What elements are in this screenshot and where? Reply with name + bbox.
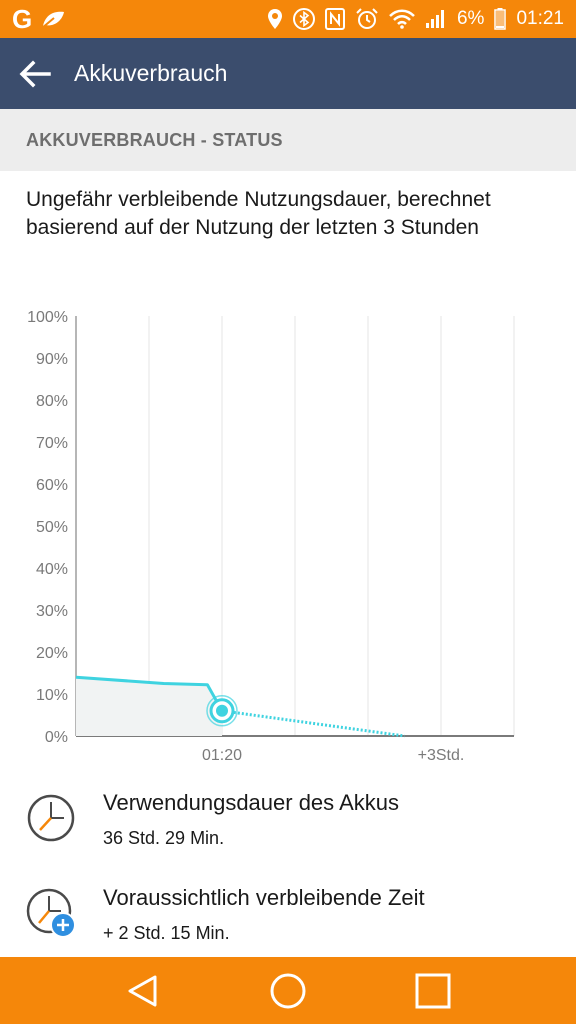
clock-icon bbox=[27, 794, 75, 842]
status-bar: G bbox=[0, 0, 576, 38]
google-g-icon: G bbox=[12, 4, 33, 34]
y-tick-label: 10% bbox=[36, 687, 68, 704]
y-tick-label: 0% bbox=[45, 729, 68, 746]
y-tick-label: 70% bbox=[36, 435, 68, 452]
info-value: 36 Std. 29 Min. bbox=[103, 828, 225, 848]
description-text: Ungefähr verbleibende Nutzungsdauer, ber… bbox=[26, 188, 491, 239]
x-tick-label: 01:20 bbox=[202, 747, 242, 764]
current-point-halo bbox=[206, 695, 238, 727]
nfc-icon bbox=[324, 8, 345, 30]
battery-usage-chart: 100% 90% 80% 70% 60% 50% 40% 30% 20% 10% 0% 01:20 +3… bbox=[27, 309, 515, 764]
y-tick-label: 30% bbox=[36, 603, 68, 620]
y-tick-label: 80% bbox=[36, 393, 68, 410]
battery-icon bbox=[494, 8, 507, 30]
wifi-icon bbox=[389, 9, 415, 29]
signal-icon bbox=[425, 10, 444, 28]
leaf-icon bbox=[41, 11, 65, 29]
nav-back-button[interactable] bbox=[113, 961, 173, 1021]
info-title: Voraussichtlich verbleibende Zeit bbox=[103, 885, 425, 910]
page-title: Akkuverbrauch bbox=[74, 60, 228, 86]
y-tick-label: 100% bbox=[27, 309, 68, 326]
app-bar: Akkuverbrauch bbox=[0, 38, 576, 109]
series-area-fill bbox=[76, 677, 222, 736]
y-tick-label: 60% bbox=[36, 477, 68, 494]
nav-recents-square-icon bbox=[415, 973, 451, 1008]
series-projection-line bbox=[221, 709, 405, 738]
x-tick-label: +3Std. bbox=[418, 747, 465, 764]
current-point-dot bbox=[216, 704, 228, 717]
nav-home-circle-icon bbox=[270, 973, 306, 1008]
y-tick-label: 40% bbox=[36, 561, 68, 578]
battery-percent: 6% bbox=[456, 8, 485, 29]
navigation-bar bbox=[0, 957, 576, 1024]
back-button[interactable] bbox=[0, 38, 70, 109]
clock-plus-icon bbox=[26, 888, 76, 938]
bluetooth-icon bbox=[292, 8, 315, 30]
y-tick-label: 50% bbox=[36, 519, 68, 536]
alarm-clock-icon bbox=[356, 8, 378, 29]
nav-back-triangle-icon bbox=[128, 975, 157, 1006]
y-tick-label: 20% bbox=[36, 645, 68, 662]
info-value: + 2 Std. 15 Min. bbox=[103, 923, 230, 943]
status-clock: 01:21 bbox=[516, 8, 564, 29]
info-row-remaining-time: Voraussichtlich verbleibende Zeit + 2 St… bbox=[0, 880, 576, 960]
arrow-left-icon bbox=[19, 60, 51, 87]
info-title: Verwendungsdauer des Akkus bbox=[103, 790, 399, 815]
location-icon bbox=[267, 9, 282, 29]
nav-recents-button[interactable] bbox=[403, 961, 463, 1021]
y-tick-label: 90% bbox=[36, 351, 68, 368]
info-row-battery-usage-time: Verwendungsdauer des Akkus 36 Std. 29 Mi… bbox=[0, 785, 576, 865]
section-header: AKKUVERBRAUCH - STATUS bbox=[0, 109, 576, 171]
nav-home-button[interactable] bbox=[258, 961, 318, 1021]
